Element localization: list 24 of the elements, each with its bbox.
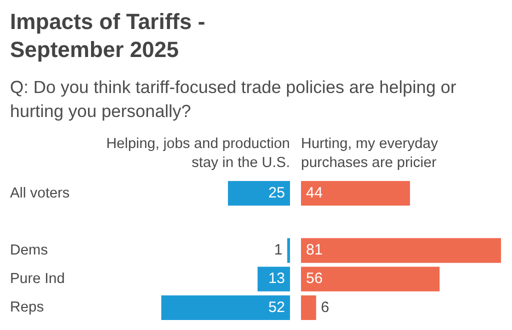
data-label: 52: [268, 298, 285, 316]
series-label: Helping, jobs and production stay in the U.S.: [105, 135, 290, 173]
series-label: Hurting, my everyday purchases are pricier: [301, 135, 439, 173]
bar: [287, 238, 290, 263]
y-tick-label: Pure Ind: [10, 271, 65, 288]
bar: [301, 295, 316, 320]
y-tick-label: Reps: [10, 300, 44, 316]
y-tick-label: All voters: [10, 185, 70, 202]
data-label: 6: [320, 298, 330, 316]
data-label: 56: [306, 270, 323, 288]
bar: [258, 266, 290, 292]
data-label: 44: [306, 184, 323, 202]
data-label: 81: [306, 242, 323, 259]
chart-subtitle: Q: Do you think tariff-focused trade policies are helping or hurting you personally?: [10, 76, 458, 123]
chart-title: Impacts of Tariffs - September 2025: [10, 8, 206, 64]
bar: [301, 266, 440, 292]
bar: [301, 238, 501, 263]
data-label: 25: [268, 184, 285, 202]
y-tick-label: Dems: [10, 242, 48, 258]
bar: [228, 180, 290, 206]
bar: [161, 295, 290, 320]
data-label: 13: [268, 270, 285, 288]
bar: [301, 180, 410, 206]
data-label: 1: [274, 242, 283, 259]
